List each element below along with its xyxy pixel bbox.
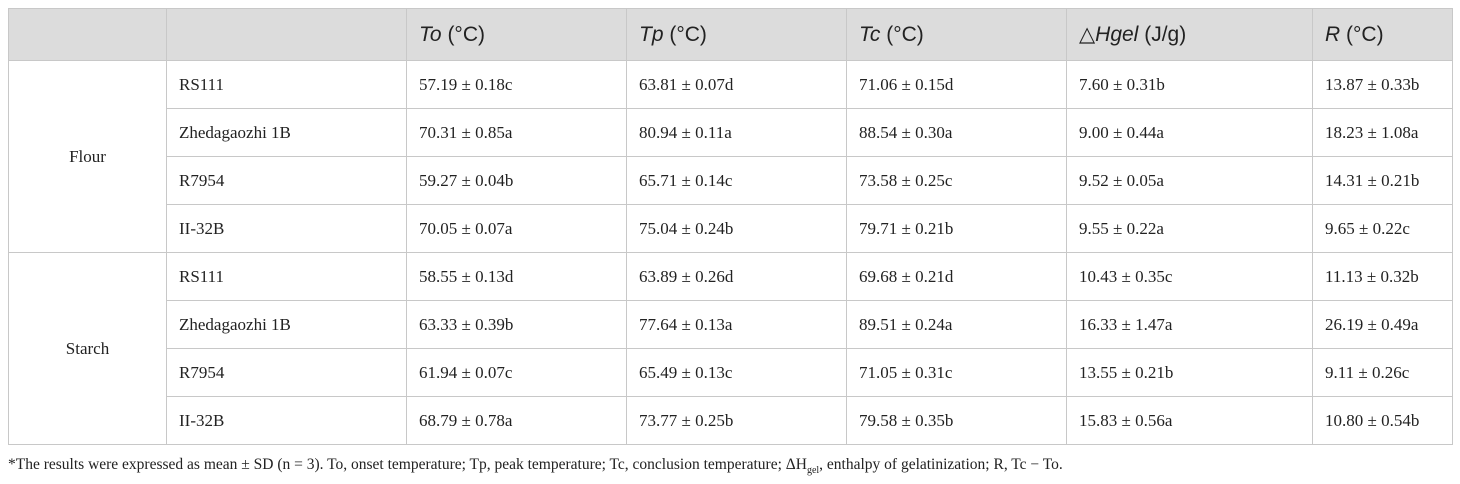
cell: 65.71 ± 0.14c — [626, 156, 847, 205]
header-cell: Tc (°C) — [846, 8, 1067, 61]
cell: 26.19 ± 0.49a — [1312, 300, 1453, 349]
group-label: Flour — [8, 60, 167, 253]
header-cell: Tp (°C) — [626, 8, 847, 61]
table-row: II-32B 70.05 ± 0.07a 75.04 ± 0.24b 79.71 ± … — [9, 204, 1453, 253]
cell: 13.55 ± 0.21b — [1066, 348, 1313, 397]
header-prefix: △ — [1079, 23, 1096, 46]
table-row: Zhedagaozhi 1B 70.31 ± 0.85a 80.94 ± 0.11a… — [9, 108, 1453, 157]
cell: 70.05 ± 0.07a — [406, 204, 627, 253]
header-unit: (J/g) — [1144, 23, 1187, 46]
cell: 69.68 ± 0.21d — [846, 252, 1067, 301]
cell: 10.43 ± 0.35c — [1066, 252, 1313, 301]
group-label: Starch — [8, 252, 167, 445]
cell: 11.13 ± 0.32b — [1312, 252, 1453, 301]
header-symbol: To — [419, 22, 442, 46]
cell: 15.83 ± 0.56a — [1066, 396, 1313, 445]
cell: 14.31 ± 0.21b — [1312, 156, 1453, 205]
table-row: Zhedagaozhi 1B 63.33 ± 0.39b 77.64 ± 0.13a… — [9, 300, 1453, 349]
cell: 18.23 ± 1.08a — [1312, 108, 1453, 157]
header-symbol: Tc — [859, 22, 881, 46]
cell: 63.33 ± 0.39b — [406, 300, 627, 349]
cell: 59.27 ± 0.04b — [406, 156, 627, 205]
table-row: II-32B 68.79 ± 0.78a 73.77 ± 0.25b 79.58 ± … — [9, 396, 1453, 445]
row-label: RS111 — [166, 252, 407, 301]
cell: 9.65 ± 0.22c — [1312, 204, 1453, 253]
cell: 80.94 ± 0.11a — [626, 108, 847, 157]
cell: 65.49 ± 0.13c — [626, 348, 847, 397]
header-unit: (°C) — [447, 22, 485, 46]
table-header: To (°C) Tp (°C) Tc (°C) △Hgel (J/g) R (°C) — [8, 8, 1453, 61]
table-row: Starch RS111 58.55 ± 0.13d 63.89 ± 0.26d 69.… — [8, 252, 1453, 445]
header-symbol: Tp — [639, 22, 664, 46]
cell: 63.81 ± 0.07d — [626, 60, 847, 109]
cell: 10.80 ± 0.54b — [1312, 396, 1453, 445]
cell: 75.04 ± 0.24b — [626, 204, 847, 253]
cell: 71.05 ± 0.31c — [846, 348, 1067, 397]
cell: 73.77 ± 0.25b — [626, 396, 847, 445]
header-unit: (°C) — [886, 22, 924, 46]
cell: 57.19 ± 0.18c — [406, 60, 627, 109]
row-label: R7954 — [166, 348, 407, 397]
cell: 68.79 ± 0.78a — [406, 396, 627, 445]
footnote-subscript: gel — [806, 465, 820, 477]
header-symbol: Hgel — [1095, 23, 1139, 46]
cell: 9.55 ± 0.22a — [1066, 204, 1313, 253]
cell: 16.33 ± 1.47a — [1066, 300, 1313, 349]
header-cell — [166, 8, 407, 61]
cell: 7.60 ± 0.31b — [1066, 60, 1313, 109]
row-label: RS111 — [166, 60, 407, 109]
cell: 13.87 ± 0.33b — [1312, 60, 1453, 109]
header-symbol: R — [1325, 22, 1341, 46]
cell: 58.55 ± 0.13d — [406, 252, 627, 301]
row-label: Zhedagaozhi 1B — [166, 300, 407, 349]
cell: 71.06 ± 0.15d — [846, 60, 1067, 109]
cell: 79.58 ± 0.35b — [846, 396, 1067, 445]
data-table: To (°C) Tp (°C) Tc (°C) △Hgel (J/g) R (°C) F… — [8, 8, 1453, 445]
header-cell: △Hgel (J/g) — [1066, 8, 1313, 61]
row-label: Zhedagaozhi 1B — [166, 108, 407, 157]
cell: 9.11 ± 0.26c — [1312, 348, 1453, 397]
row-label: R7954 — [166, 156, 407, 205]
cell: 9.00 ± 0.44a — [1066, 108, 1313, 157]
cell: 73.58 ± 0.25c — [846, 156, 1067, 205]
table-body: Flour RS111 57.19 ± 0.18c 63.81 ± 0.07d 71.0… — [8, 60, 1453, 445]
cell: 89.51 ± 0.24a — [846, 300, 1067, 349]
table-row: R7954 61.94 ± 0.07c 65.49 ± 0.13c 71.05 ± 0… — [9, 348, 1453, 397]
cell: 79.71 ± 0.21b — [846, 204, 1067, 253]
cell: 77.64 ± 0.13a — [626, 300, 847, 349]
cell: 88.54 ± 0.30a — [846, 108, 1067, 157]
header-row: To (°C) Tp (°C) Tc (°C) △Hgel (J/g) R (°C) — [8, 8, 1453, 61]
header-unit: (°C) — [669, 22, 707, 46]
row-label: II-32B — [166, 204, 407, 253]
cell: 70.31 ± 0.85a — [406, 108, 627, 157]
footnote: *The results were expressed as mean ± SD… — [8, 456, 1063, 476]
cell: 63.89 ± 0.26d — [626, 252, 847, 301]
table-row: Flour RS111 57.19 ± 0.18c 63.81 ± 0.07d 71.0… — [8, 60, 1453, 253]
cell: 9.52 ± 0.05a — [1066, 156, 1313, 205]
header-unit: (°C) — [1346, 22, 1384, 46]
header-cell: R (°C) — [1312, 8, 1453, 61]
cell: 61.94 ± 0.07c — [406, 348, 627, 397]
table-row: R7954 59.27 ± 0.04b 65.71 ± 0.14c 73.58 ± 0… — [9, 156, 1453, 205]
row-label: II-32B — [166, 396, 407, 445]
footnote-text: , enthalpy of gelatinization; R, Tc − To… — [819, 456, 1063, 473]
footnote-text: *The results were expressed as mean ± SD… — [8, 456, 807, 473]
header-cell — [8, 8, 167, 61]
header-cell: To (°C) — [406, 8, 627, 61]
